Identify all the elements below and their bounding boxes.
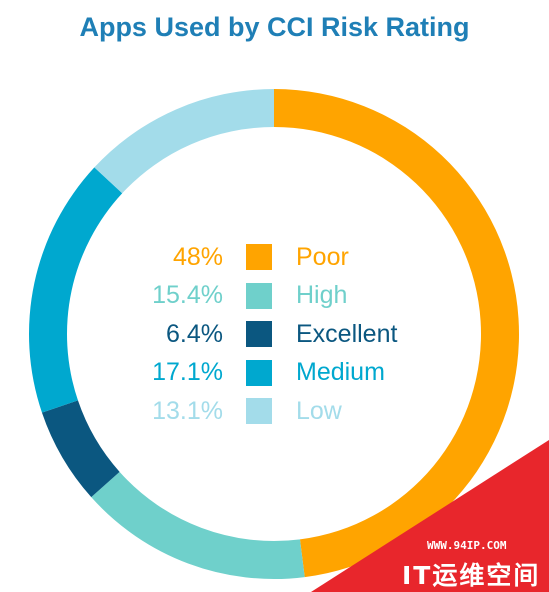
legend-value-poor: 48%	[172, 242, 223, 271]
legend-label-poor: Poor	[296, 242, 349, 271]
legend-value-high: 15.4%	[152, 281, 223, 310]
legend-item-excellent: 6.4% Excellent	[120, 315, 440, 354]
legend-label-low: Low	[296, 396, 342, 425]
legend-value-low: 13.1%	[152, 396, 223, 425]
donut-slice-high	[91, 471, 305, 579]
legend-swatch-medium	[246, 359, 272, 386]
donut-slice-medium	[28, 167, 123, 413]
legend-item-medium: 17.1% Medium	[120, 354, 440, 393]
legend-item-low: 13.1% Low	[120, 392, 440, 431]
chart-title: Apps Used by CCI Risk Rating	[79, 12, 470, 42]
legend-item-high: 15.4% High	[120, 277, 440, 316]
legend-swatch-poor	[246, 244, 272, 271]
legend-swatch-low	[246, 398, 272, 425]
legend-value-medium: 17.1%	[152, 358, 223, 387]
legend: 48% Poor 15.4% High 6.4% Excellent 17.1%…	[120, 238, 440, 431]
legend-swatch-excellent	[246, 321, 272, 348]
legend-item-poor: 48% Poor	[120, 238, 440, 277]
legend-label-excellent: Excellent	[296, 319, 398, 348]
legend-label-high: High	[296, 281, 348, 310]
legend-swatch-high	[246, 282, 272, 309]
donut-slice-low	[94, 89, 274, 194]
legend-label-medium: Medium	[296, 358, 385, 387]
donut-slice-excellent	[41, 400, 120, 498]
legend-value-excellent: 6.4%	[166, 319, 223, 348]
